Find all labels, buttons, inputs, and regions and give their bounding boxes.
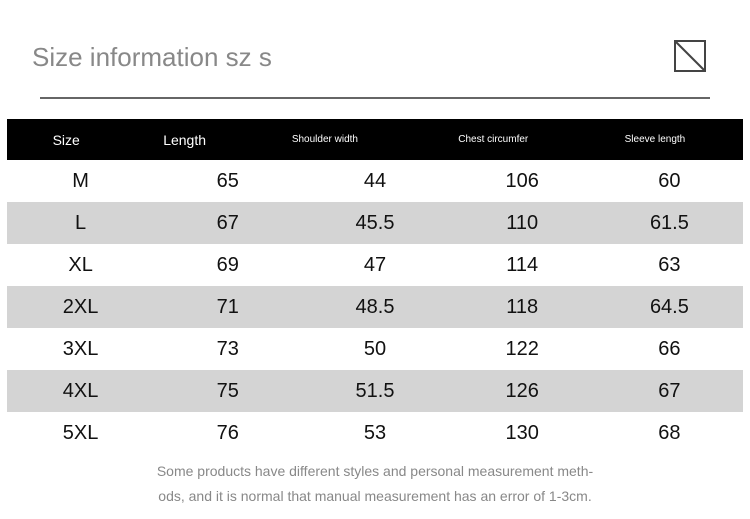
header-row: Size Length Shoulder width Chest circumfer S… bbox=[7, 119, 743, 160]
cell: 4XL bbox=[62, 379, 99, 402]
cell: 67 bbox=[216, 211, 239, 234]
title: Size information sz s bbox=[32, 42, 272, 72]
cell: 68 bbox=[658, 421, 681, 444]
cell: 3XL bbox=[62, 337, 99, 360]
cell: 67 bbox=[658, 379, 681, 402]
cell: 65 bbox=[216, 169, 239, 192]
column-header: Size bbox=[52, 131, 80, 148]
table-row: 4XL 75 51.5 126 67 bbox=[7, 370, 743, 412]
cell: 51.5 bbox=[355, 379, 395, 402]
column-header: Chest circumfer bbox=[458, 134, 529, 145]
cell: 75 bbox=[216, 379, 239, 402]
cell: 47 bbox=[363, 253, 387, 276]
cell: 63 bbox=[658, 253, 681, 276]
cell: M bbox=[72, 169, 89, 192]
cell: 61.5 bbox=[649, 211, 689, 234]
table-row: 2XL 71 48.5 118 64.5 bbox=[7, 286, 743, 328]
cell: 5XL bbox=[62, 421, 99, 444]
cell: 50 bbox=[363, 337, 387, 360]
cell: 45.5 bbox=[355, 211, 395, 234]
rule bbox=[40, 97, 710, 99]
cell: 130 bbox=[505, 421, 539, 444]
column-header: Length bbox=[163, 131, 207, 148]
cell: XL bbox=[68, 253, 93, 276]
cell: 60 bbox=[658, 169, 681, 192]
table-row: L 67 45.5 110 61.5 bbox=[7, 202, 743, 244]
table-row: 5XL 76 53 130 68 bbox=[7, 412, 743, 454]
column-header: Sleeve length bbox=[624, 134, 686, 145]
cell: 106 bbox=[505, 169, 539, 192]
table-row: M 65 44 106 60 bbox=[7, 160, 743, 202]
cell: 44 bbox=[363, 169, 387, 192]
cell: 118 bbox=[506, 295, 539, 318]
cell: 66 bbox=[658, 337, 681, 360]
close-icon bbox=[674, 40, 706, 72]
cell: 2XL bbox=[62, 295, 99, 318]
size-table: Size Length Shoulder width Chest circumfer S… bbox=[7, 119, 743, 454]
cell: 71 bbox=[216, 295, 239, 318]
cell: 73 bbox=[216, 337, 239, 360]
column-header: Shoulder width bbox=[291, 134, 358, 145]
cell: 76 bbox=[216, 421, 239, 444]
cell: 110 bbox=[506, 211, 539, 234]
cell: L bbox=[75, 211, 87, 234]
cell: 64.5 bbox=[649, 295, 689, 318]
table-row: XL 69 47 114 63 bbox=[7, 244, 743, 286]
cell: 48.5 bbox=[355, 295, 395, 318]
table-row: 3XL 73 50 122 66 bbox=[7, 328, 743, 370]
note: ods, and it is normal that manual measur… bbox=[158, 488, 592, 504]
cell: 53 bbox=[363, 421, 387, 444]
cell: 122 bbox=[505, 337, 539, 360]
cell: 126 bbox=[505, 379, 539, 402]
cell: 69 bbox=[216, 253, 239, 276]
note: Some products have different styles and … bbox=[156, 463, 594, 479]
cell: 114 bbox=[506, 253, 539, 276]
